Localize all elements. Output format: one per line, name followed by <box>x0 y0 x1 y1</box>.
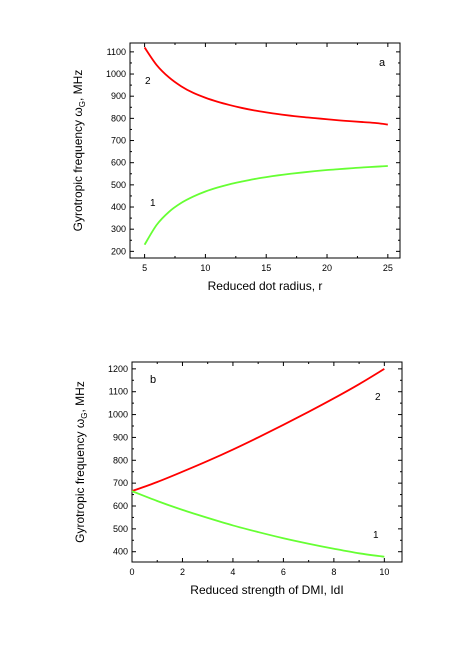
y-axis-title-unit: , MHz <box>73 381 87 412</box>
x-axis-title: Reduced dot radius, r <box>208 279 323 293</box>
x-tick-label: 4 <box>230 567 235 577</box>
chart-b: 0 2 4 6 8 10 400 500 600 700 800 900 1000 1100 1200 2 1 b… <box>73 361 403 597</box>
y-tick-label: 500 <box>113 524 128 534</box>
panel-label: b <box>150 374 156 386</box>
x-tick-label: 15 <box>261 263 271 273</box>
x-tick-label: 25 <box>383 263 393 273</box>
chart-a: 5 10 15 20 25 200 300 400 500 600 700 800 900 1000 110… <box>71 42 401 293</box>
y-tick-label: 700 <box>111 136 126 146</box>
series-label-1: 1 <box>150 198 156 209</box>
y-tick-label: 900 <box>113 432 128 442</box>
y-tick-label: 400 <box>113 547 128 557</box>
y-tick-label: 600 <box>113 501 128 511</box>
y-tick-label: 600 <box>111 158 126 168</box>
y-axis-title-subscript: G <box>78 101 87 107</box>
y-tick-label: 800 <box>113 455 128 465</box>
y-axis-title-unit: , MHz <box>71 70 85 101</box>
x-tick-label: 20 <box>322 263 332 273</box>
series-label-2: 2 <box>145 76 151 87</box>
y-axis-title-main: Gyrotropic frequency ω <box>71 107 85 231</box>
series-line-2 <box>131 368 385 492</box>
y-axis-title-subscript: G <box>80 413 89 419</box>
y-tick-label: 1100 <box>107 47 126 57</box>
y-tick-label: 700 <box>113 478 128 488</box>
x-tick-label: 5 <box>142 263 147 273</box>
x-tick-label: 2 <box>180 567 185 577</box>
y-axis-title: Gyrotropic frequency ωG, MHz <box>73 381 89 543</box>
x-tick-label: 10 <box>379 567 389 577</box>
series-line-2 <box>143 46 388 126</box>
y-tick-label: 500 <box>111 180 126 190</box>
y-tick-label: 1100 <box>109 387 128 397</box>
y-tick-label: 900 <box>111 91 126 101</box>
x-tick-label: 8 <box>331 567 336 577</box>
series-line-1 <box>131 490 385 558</box>
y-tick-label: 400 <box>111 202 126 212</box>
y-tick-label: 800 <box>111 113 126 123</box>
series-label-2: 2 <box>375 392 381 403</box>
series-line-1 <box>143 165 388 246</box>
x-tick-label: 10 <box>200 263 210 273</box>
y-tick-label: 200 <box>111 246 126 256</box>
y-tick-label: 1000 <box>108 410 128 420</box>
y-axis-title-main: Gyrotropic frequency ω <box>73 419 87 543</box>
y-axis-title: Gyrotropic frequency ωG, MHz <box>71 70 87 232</box>
y-tick-label: 1000 <box>106 69 126 79</box>
plot-frame <box>131 361 403 563</box>
x-tick-label: 6 <box>281 567 286 577</box>
x-axis-title: Reduced strength of DMI, IdI <box>190 583 343 597</box>
y-tick-label: 1200 <box>108 364 128 374</box>
panel-label: a <box>379 57 386 69</box>
x-tick-label: 0 <box>129 567 134 577</box>
series-label-1: 1 <box>373 530 379 541</box>
y-tick-label: 300 <box>111 224 126 234</box>
plot-frame <box>129 42 401 259</box>
